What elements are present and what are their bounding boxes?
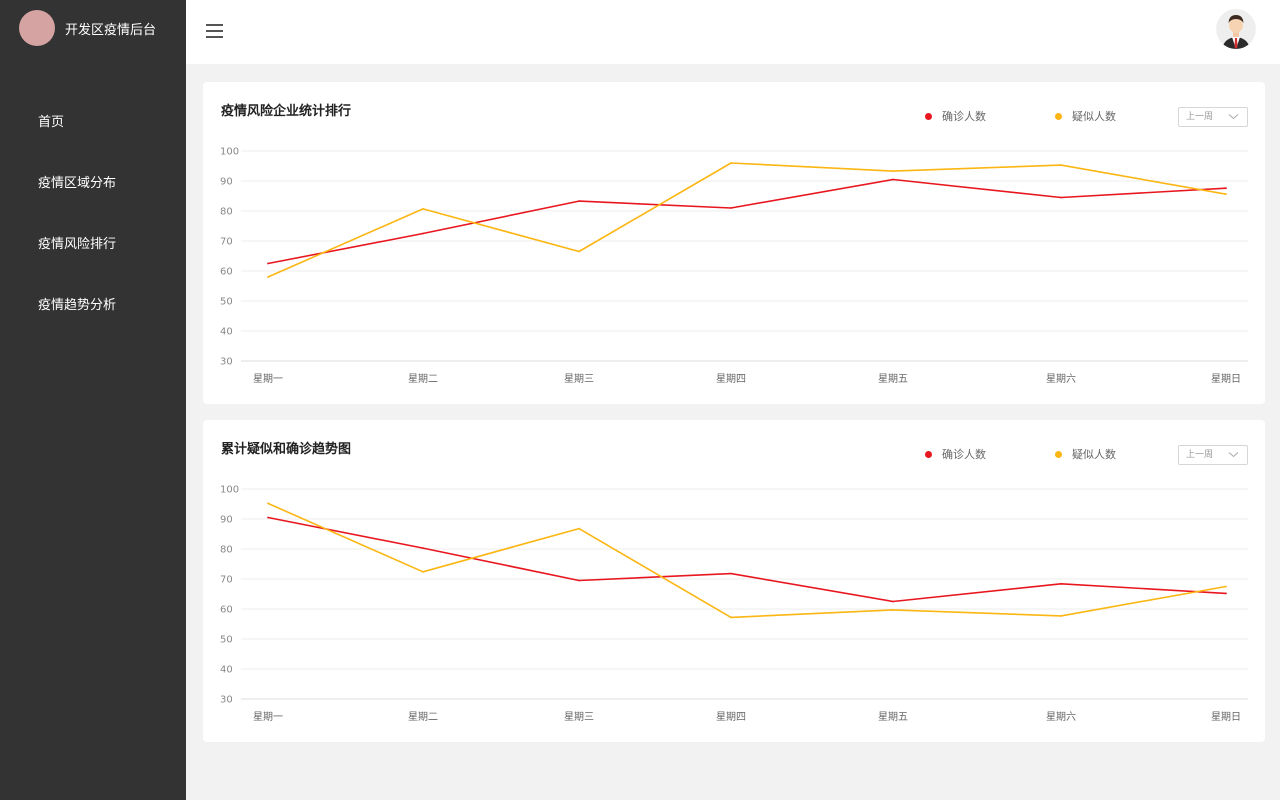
y-tick-label: 50 <box>220 635 233 646</box>
data-point <box>422 208 424 210</box>
x-tick-label: 星期四 <box>716 711 746 723</box>
data-point <box>1225 187 1227 190</box>
data-point <box>730 572 732 575</box>
legend-dot-confirmed <box>925 112 932 120</box>
data-point <box>578 250 580 253</box>
data-point <box>892 178 894 181</box>
sidebar-item-region-distribution[interactable]: 疫情区域分布 <box>38 176 117 191</box>
sidebar-item-trend-analysis[interactable]: 疫情趋势分析 <box>38 298 117 313</box>
data-point <box>1060 164 1062 166</box>
data-point <box>578 527 580 530</box>
x-tick-label: 星期三 <box>564 711 594 723</box>
card-title: 疫情风险企业统计排行 <box>221 104 352 119</box>
y-tick-label: 90 <box>220 515 233 526</box>
data-point <box>267 502 269 505</box>
chevron-down-icon <box>1228 452 1239 458</box>
x-tick-label: 星期二 <box>408 373 438 385</box>
data-point <box>422 232 424 235</box>
x-tick-label: 星期五 <box>878 373 908 385</box>
data-point <box>578 579 580 582</box>
y-tick-label: 100 <box>220 485 239 496</box>
legend-label: 疑似人数 <box>1072 448 1116 461</box>
top-bar <box>186 0 1280 64</box>
y-tick-label: 40 <box>220 665 233 676</box>
legend-dot-suspected <box>1055 112 1062 120</box>
series-line-suspected <box>267 162 1227 278</box>
y-tick-label: 80 <box>220 545 233 556</box>
legend-suspected[interactable]: 疑似人数 <box>1055 109 1116 123</box>
x-tick-label: 星期日 <box>1211 373 1241 385</box>
data-point <box>730 207 732 209</box>
data-point <box>1060 582 1062 585</box>
y-tick-label: 30 <box>220 357 233 368</box>
data-point <box>730 162 732 164</box>
legend-confirmed[interactable]: 确诊人数 <box>925 109 986 123</box>
sidebar-item-risk-ranking[interactable]: 疫情风险排行 <box>38 237 117 252</box>
y-tick-label: 80 <box>220 207 233 218</box>
y-tick-label: 60 <box>220 267 233 278</box>
hamburger-menu-icon[interactable] <box>206 24 223 38</box>
data-point <box>892 600 894 603</box>
data-point <box>422 570 424 573</box>
series-line-suspected <box>267 502 1227 619</box>
sidebar-item-home[interactable]: 首页 <box>38 115 65 130</box>
line-chart: 30 40 50 60 70 80 90 100 星期一 星期二 星期三 星期四 星期五 星期六 星期日 <box>220 147 1248 385</box>
chart-card-risk-ranking: 疫情风险企业统计排行 确诊人数 疑似人数 上一周 30 40 50 60 70 80 90 1… <box>203 82 1265 404</box>
data-point <box>1225 193 1227 196</box>
x-tick-label: 星期一 <box>253 711 283 723</box>
data-point <box>1060 196 1062 199</box>
legend-dot-suspected <box>1055 450 1062 458</box>
y-tick-label: 90 <box>220 177 233 188</box>
x-tick-label: 星期六 <box>1046 711 1076 723</box>
user-avatar-icon <box>1216 9 1256 49</box>
period-select[interactable]: 上一周 <box>1178 107 1248 127</box>
data-point <box>422 547 424 549</box>
y-tick-label: 40 <box>220 327 233 338</box>
data-point <box>892 170 894 172</box>
data-point <box>267 516 269 519</box>
chart-card-cumulative-trend: 累计疑似和确诊趋势图 确诊人数 疑似人数 上一周 30 40 50 60 70 80 90 1… <box>203 420 1265 742</box>
x-tick-label: 星期五 <box>878 711 908 723</box>
app-title: 开发区疫情后台 <box>65 22 157 38</box>
user-avatar[interactable] <box>1216 9 1256 49</box>
data-point <box>1225 592 1227 595</box>
data-point <box>578 200 580 202</box>
y-tick-label: 70 <box>220 575 233 586</box>
brand[interactable]: 开发区疫情后台 <box>19 10 156 46</box>
legend-dot-confirmed <box>925 450 932 458</box>
x-tick-label: 星期四 <box>716 373 746 385</box>
legend-label: 疑似人数 <box>1072 110 1116 123</box>
y-tick-label: 70 <box>220 237 233 248</box>
y-tick-label: 60 <box>220 605 233 616</box>
period-select-value: 上一周 <box>1186 450 1214 460</box>
data-point <box>730 616 732 619</box>
data-point <box>1225 585 1227 588</box>
x-tick-label: 星期一 <box>253 373 283 385</box>
x-tick-label: 星期六 <box>1046 373 1076 385</box>
card-title: 累计疑似和确诊趋势图 <box>221 442 352 457</box>
chevron-down-icon <box>1228 114 1239 120</box>
data-point <box>267 276 269 278</box>
data-point <box>267 262 269 265</box>
series-line-confirmed <box>267 516 1227 603</box>
x-tick-label: 星期二 <box>408 711 438 723</box>
line-chart: 30 40 50 60 70 80 90 100 星期一 星期二 星期三 星期四 星期五 星期六 星期日 <box>220 485 1248 723</box>
legend-confirmed[interactable]: 确诊人数 <box>925 447 986 461</box>
sidebar: 开发区疫情后台 首页 疫情区域分布 疫情风险排行 疫情趋势分析 <box>0 0 186 800</box>
x-tick-label: 星期三 <box>564 373 594 385</box>
legend-label: 确诊人数 <box>942 110 986 123</box>
sidebar-nav: 首页 疫情区域分布 疫情风险排行 疫情趋势分析 <box>0 92 186 336</box>
logo <box>19 10 55 46</box>
x-tick-label: 星期日 <box>1211 711 1241 723</box>
y-tick-label: 50 <box>220 297 233 308</box>
data-point <box>1060 615 1062 617</box>
data-point <box>892 609 894 611</box>
period-select[interactable]: 上一周 <box>1178 445 1248 465</box>
y-tick-label: 30 <box>220 695 233 706</box>
y-tick-label: 100 <box>220 147 239 158</box>
series-line-confirmed <box>267 178 1227 265</box>
period-select-value: 上一周 <box>1186 112 1214 122</box>
legend-label: 确诊人数 <box>942 448 986 461</box>
legend-suspected[interactable]: 疑似人数 <box>1055 447 1116 461</box>
